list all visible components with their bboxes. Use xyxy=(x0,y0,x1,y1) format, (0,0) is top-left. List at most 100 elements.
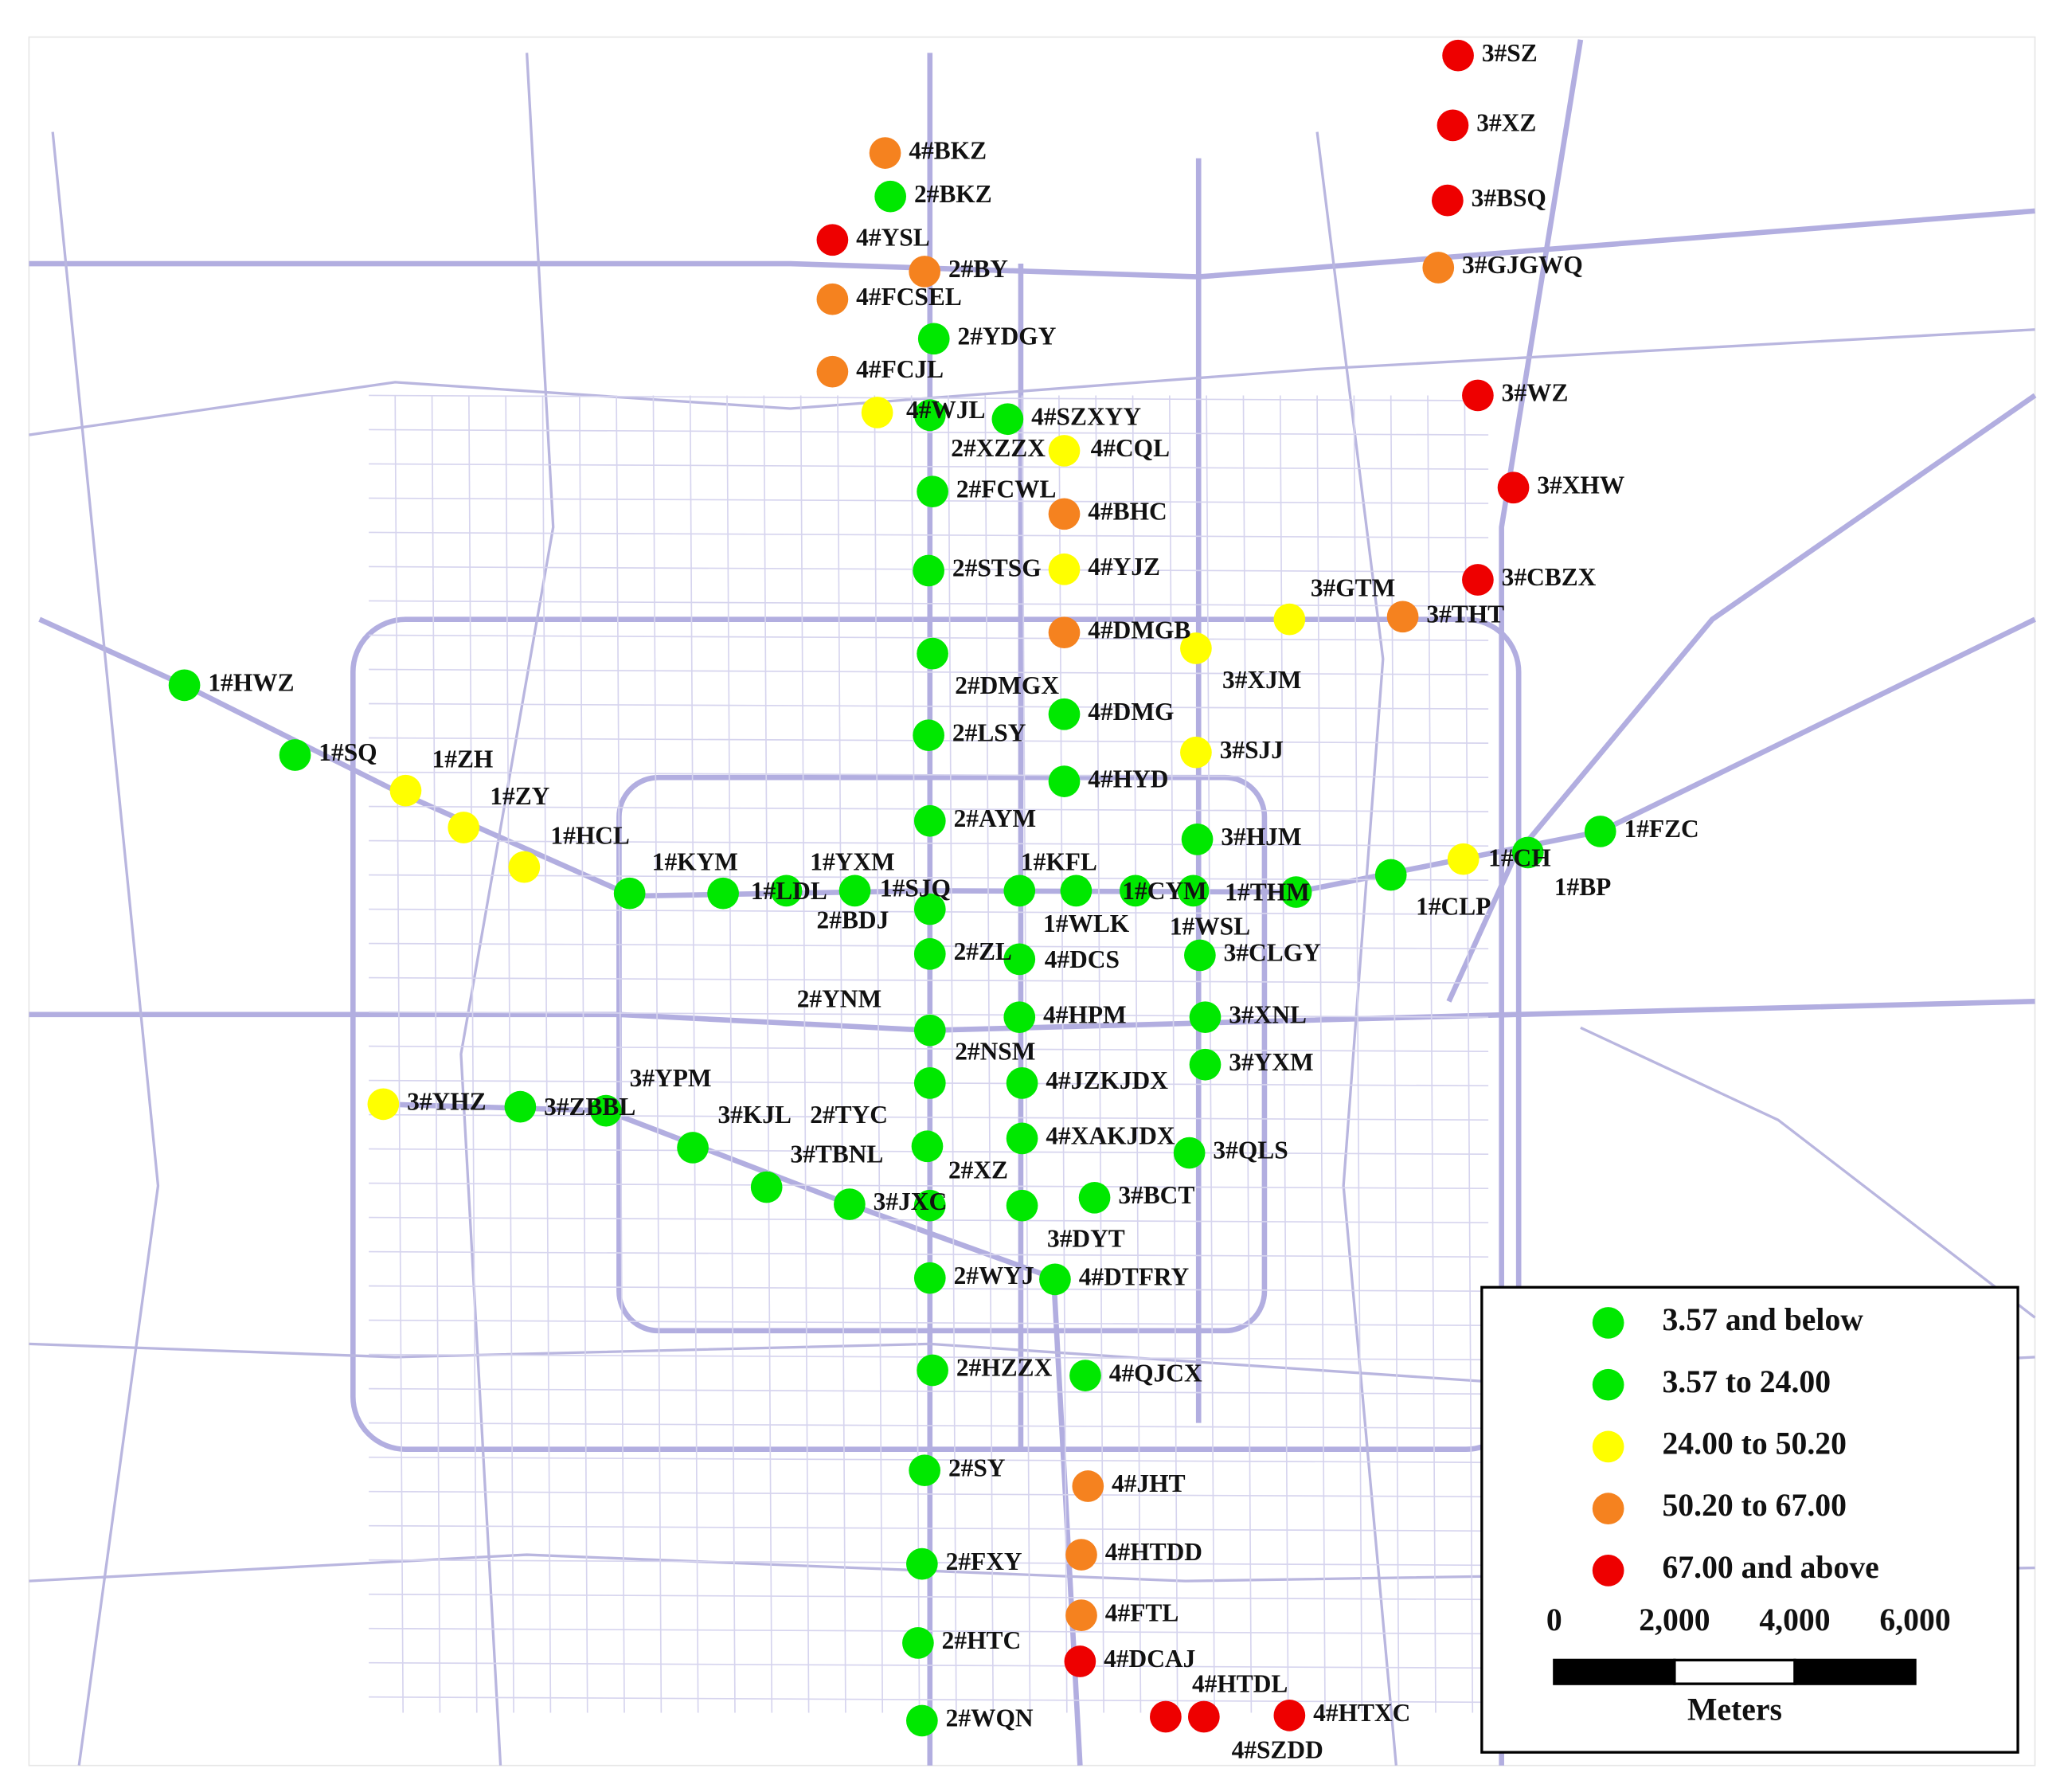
legend-label: 24.00 to 50.20 xyxy=(1662,1426,1847,1461)
station-label: 1#ZY xyxy=(490,782,549,810)
station-label: 4#BHC xyxy=(1088,498,1167,526)
station-label: 1#SJQ xyxy=(880,874,951,902)
station-dot xyxy=(1374,859,1407,891)
street xyxy=(369,1045,1489,1053)
station-dot xyxy=(913,804,946,837)
legend-label: 50.20 to 67.00 xyxy=(1662,1488,1847,1523)
ring-road xyxy=(616,774,1268,1334)
station-dot xyxy=(1003,943,1036,976)
scale-segment xyxy=(1673,1658,1796,1685)
street xyxy=(394,395,404,1713)
street xyxy=(1021,395,1031,1713)
station-dot xyxy=(1273,1699,1306,1731)
station-dot xyxy=(1584,816,1616,847)
station-label: 2#XZZX xyxy=(951,434,1046,462)
station-label: 3#BCT xyxy=(1118,1181,1194,1209)
station-label: 2#TYC xyxy=(810,1101,888,1129)
street xyxy=(369,976,1489,984)
street xyxy=(369,1250,1489,1258)
street xyxy=(910,395,921,1713)
legend-swatch xyxy=(1592,1430,1624,1463)
station-label: 4#YJZ xyxy=(1088,553,1160,581)
station-label: 1#HCL xyxy=(550,821,629,849)
street xyxy=(369,702,1489,710)
station-dot xyxy=(1078,1181,1111,1214)
station-dot xyxy=(1462,564,1494,596)
station-dot xyxy=(1173,1137,1206,1169)
station-label: 4#XAKJDX xyxy=(1046,1122,1175,1150)
station-label: 3#KJL xyxy=(717,1101,792,1129)
station-dot xyxy=(913,1067,946,1099)
station-dot xyxy=(917,475,948,508)
station-label: 3#GTM xyxy=(1311,573,1395,601)
station-label: 2#YDGY xyxy=(958,323,1057,350)
scale-segment xyxy=(1553,1658,1676,1685)
station-dot xyxy=(861,397,893,428)
station-dot xyxy=(1060,874,1093,907)
street xyxy=(1353,395,1363,1713)
station-dot xyxy=(707,877,739,910)
street xyxy=(505,395,514,1713)
station-dot xyxy=(770,874,803,907)
street xyxy=(369,839,1489,847)
station-label: 3#SJJ xyxy=(1220,736,1284,764)
station-label: 3#YHZ xyxy=(407,1088,486,1116)
street xyxy=(369,1387,1489,1395)
station-dot xyxy=(508,851,541,883)
station-dot xyxy=(590,1094,622,1127)
station-label: 1#KYM xyxy=(652,848,738,876)
station-dot xyxy=(834,1188,866,1220)
station-label: 2#WYJ xyxy=(954,1262,1034,1289)
station-label: 1#YXM xyxy=(810,848,894,876)
street xyxy=(369,1011,1489,1019)
station-label: 2#SY xyxy=(948,1454,1006,1481)
station-dot xyxy=(869,137,901,169)
station-dot xyxy=(1497,471,1530,504)
street xyxy=(369,1593,1489,1601)
station-label: 4#SZXYY xyxy=(1031,402,1141,430)
station-dot xyxy=(1048,765,1081,797)
station-dot xyxy=(906,1547,938,1580)
station-label: 1#LDL xyxy=(751,877,827,905)
station-label: 3#GJGWQ xyxy=(1462,251,1583,279)
station-label: 1#WLK xyxy=(1043,910,1130,937)
legend-swatch xyxy=(1592,1555,1624,1587)
station-label: 4#DMGB xyxy=(1088,616,1190,644)
street xyxy=(369,1661,1489,1669)
road xyxy=(1315,131,1397,1766)
station-label: 3#ZBBL xyxy=(544,1093,635,1121)
station-dot xyxy=(750,1171,783,1203)
station-label: 1#HWZ xyxy=(208,669,294,697)
street xyxy=(369,668,1489,675)
station-label: 1#THM xyxy=(1225,878,1309,906)
station-label: 2#FCWL xyxy=(956,475,1057,503)
station-dot xyxy=(913,1262,946,1294)
station-dot xyxy=(1065,1539,1097,1571)
station-dot xyxy=(1048,498,1081,530)
station-label: 3#XJM xyxy=(1222,666,1301,694)
street xyxy=(468,395,478,1713)
station-label: 2#HZZX xyxy=(956,1354,1053,1382)
station-dot xyxy=(917,1354,948,1387)
scale-unit: Meters xyxy=(1687,1692,1782,1727)
street xyxy=(948,395,957,1713)
station-dot xyxy=(1386,601,1419,633)
station-dot xyxy=(917,323,950,355)
station-dot xyxy=(1189,1001,1222,1034)
station-dot xyxy=(279,739,311,771)
station-dot xyxy=(913,1014,946,1047)
street xyxy=(369,600,1489,607)
station-label: 2#WQN xyxy=(946,1704,1034,1732)
station-label: 3#HJM xyxy=(1221,823,1301,851)
scale-tick-label: 0 xyxy=(1546,1602,1562,1637)
street xyxy=(369,463,1489,470)
station-dot xyxy=(1189,1048,1222,1081)
station-label: 2#FXY xyxy=(946,1547,1022,1575)
station-dot xyxy=(1006,1189,1038,1222)
street xyxy=(369,634,1489,641)
station-label: 4#HPM xyxy=(1043,1000,1127,1028)
station-dot xyxy=(1119,874,1151,907)
station-dot xyxy=(1072,1470,1104,1502)
station-label: 4#HTXC xyxy=(1313,1699,1410,1727)
station-dot xyxy=(911,1130,944,1163)
